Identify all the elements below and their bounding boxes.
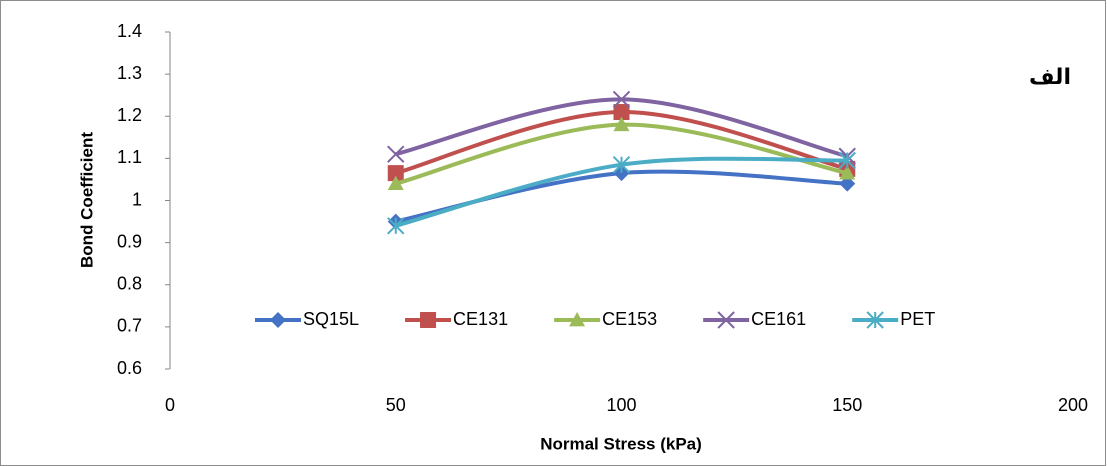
y-tick-label: 0.9 (117, 231, 142, 251)
y-tick-label: 0.6 (117, 358, 142, 378)
legend-label: PET (900, 309, 935, 329)
x-tick-label: 100 (606, 395, 636, 415)
x-tick-label: 200 (1058, 395, 1088, 415)
legend-marker (420, 312, 437, 328)
legend-label: CE153 (602, 309, 657, 329)
data-point (839, 175, 856, 192)
x-axis-title: Normal Stress (kPa) (540, 434, 702, 453)
data-point (387, 175, 404, 191)
data-point (613, 104, 630, 121)
data-point (838, 151, 856, 170)
y-tick-label: 1 (132, 189, 142, 209)
x-tick-label: 50 (386, 395, 406, 415)
legend-marker (717, 311, 735, 329)
legend-label: CE131 (453, 309, 508, 329)
data-point (613, 116, 630, 132)
y-axis-title: Bond Coefficient (77, 132, 96, 268)
x-tick-label: 0 (165, 395, 175, 415)
legend-label: CE161 (751, 309, 806, 329)
y-tick-label: 1.4 (117, 21, 142, 41)
legend-marker (866, 311, 884, 329)
y-tick-label: 1.2 (117, 105, 142, 125)
data-point (387, 165, 404, 182)
y-tick-label: 1.1 (117, 147, 142, 167)
data-point (387, 145, 405, 163)
legend-marker (569, 312, 586, 327)
y-tick-label: 1.3 (117, 63, 142, 83)
annotation: الف (1029, 65, 1071, 90)
data-point (387, 217, 405, 235)
x-tick-label: 150 (832, 395, 862, 415)
y-tick-label: 0.7 (117, 316, 142, 336)
data-point (612, 155, 631, 174)
data-point (839, 165, 856, 180)
data-point (612, 90, 631, 109)
legend-label: SQ15L (303, 309, 359, 329)
y-tick-label: 0.8 (117, 274, 142, 294)
legend-marker (270, 312, 286, 328)
